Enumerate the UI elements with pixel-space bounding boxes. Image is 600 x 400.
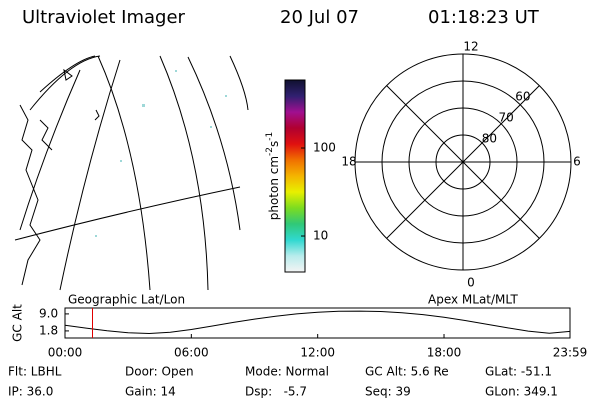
info-text: Door: Open	[125, 365, 194, 379]
x-tick-label: 00:00	[48, 346, 83, 360]
polar-ring-label: 80	[482, 131, 497, 145]
map-speckles	[95, 70, 227, 237]
polar-ring	[408, 107, 518, 217]
polar-mlt-label: 6	[573, 155, 581, 169]
polar-mlt-label: 12	[463, 40, 478, 54]
info-text: Seq: 39	[365, 385, 411, 399]
polar-ring	[435, 134, 491, 190]
polar-mlt-label: 0	[467, 276, 475, 290]
altitude-line	[64, 310, 571, 335]
colorbar	[284, 79, 306, 273]
info-text: Dsp: -5.7	[245, 385, 307, 399]
colorbar-tick-label: 100	[313, 141, 336, 155]
time: 01:18:23 UT	[428, 7, 540, 28]
polar-ring-label: 70	[498, 110, 513, 124]
polar-ring-label: 60	[515, 89, 530, 103]
info-text: GLat: -51.1	[485, 365, 552, 379]
polar-mlt-label: 18	[341, 155, 356, 169]
altitude-ylabel: GC Alt	[11, 304, 25, 342]
polar-diagonal	[386, 85, 540, 239]
map-grid	[14, 55, 249, 291]
info-text: Mode: Normal	[245, 365, 329, 379]
x-tick-label: 23:59	[553, 346, 588, 360]
y-tick-label: 1.8	[39, 323, 58, 337]
info-text: IP: 36.0	[8, 385, 53, 399]
map-label: Geographic Lat/Lon	[68, 293, 185, 307]
info-text: Flt: LBHL	[8, 365, 62, 379]
x-tick-label: 06:00	[174, 346, 209, 360]
colorbar-tick-label: 10	[313, 229, 328, 243]
x-tick-label: 18:00	[427, 346, 462, 360]
y-tick-label: 9.0	[39, 306, 58, 320]
title: Ultraviolet Imager	[22, 7, 186, 28]
info-text: GC Alt: 5.6 Re	[365, 365, 449, 379]
date: 20 Jul 07	[280, 7, 359, 28]
info-text: Gain: 14	[125, 385, 176, 399]
polar-ring	[381, 80, 545, 244]
x-tick-label: 12:00	[300, 346, 335, 360]
polar-label: Apex MLat/MLT	[428, 293, 518, 307]
colorbar-label: photon cm-2s-1	[265, 132, 281, 221]
info-text: GLon: 349.1	[485, 385, 558, 399]
